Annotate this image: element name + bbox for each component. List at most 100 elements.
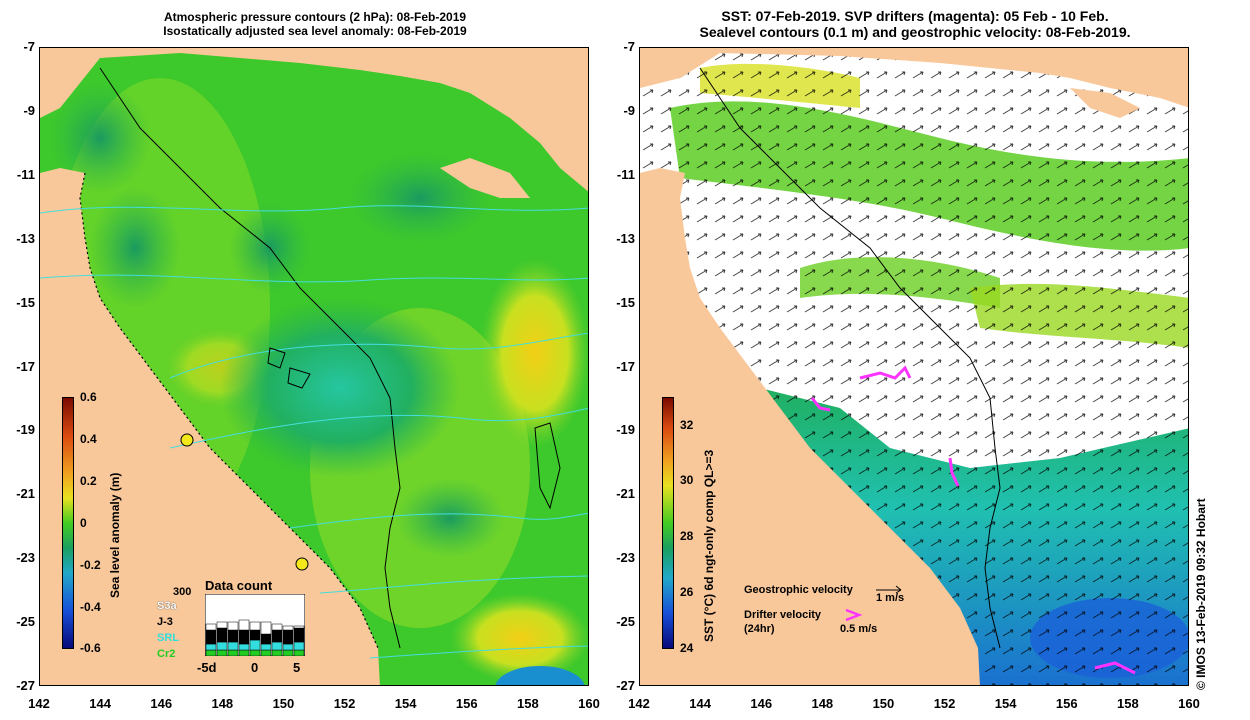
geo-velocity-scale: 1 m/s [876,592,905,604]
data-count-bar [227,621,239,631]
left-lon-tick: 158 [517,696,539,711]
data-count-bar [271,623,283,631]
sst-colorbar [662,397,674,649]
dc-tick-1: 0 [251,660,259,675]
right-map-title: SST: 07-Feb-2019. SVP drifters (magenta)… [640,8,1190,40]
right-title-line2: Sealevel contours (0.1 m) and geostrophi… [699,24,1131,40]
data-count-bar [271,641,283,651]
sst-tick-3: 26 [680,585,694,599]
sst-australia-land [640,168,980,685]
mission-srl: SRL [157,632,179,644]
right-lon-tick: 142 [628,696,650,711]
data-count-bar [249,621,261,631]
dc-tick-0: -5d [197,660,217,675]
sla-tick-3: 0 [80,516,87,530]
data-count-bar [271,629,283,643]
left-title-line2: Isostatically adjusted sea level anomaly… [163,24,467,38]
sst-map-canvas [640,48,1188,685]
geo-velocity-arrow [876,585,902,594]
sla-tick-0: 0.6 [80,390,97,404]
sla-low-anomaly [220,298,460,478]
data-count-bar [260,649,272,656]
drifter-velocity-period: (24hr) [744,623,775,635]
left-lon-tick: 146 [150,696,173,711]
data-count-bar [260,633,272,645]
data-count-max: 300 [173,586,192,598]
data-count-bar [205,649,217,656]
left-lon-tick: 142 [28,696,50,711]
data-count-bar [293,649,305,656]
right-lat-tick: -13 [616,230,635,246]
data-count-box: Data count 300 S3a J-3 SRL Cr2 -5d 0 5 [155,578,315,678]
left-map-title: Atmospheric pressure contours (2 hPa): 0… [40,10,590,38]
data-count-bar [216,627,228,643]
left-lat-tick: -9 [23,102,35,118]
right-lat-tick: -19 [616,422,635,438]
right-lat-tick: -7 [623,39,635,54]
sst-tick-2: 28 [680,529,694,543]
png-land [40,48,588,192]
data-count-bar [271,649,283,656]
left-lat-tick: -27 [16,678,35,693]
right-lat-tick: -15 [616,294,635,310]
data-count-bar [260,621,272,635]
drifter-velocity-scale: 0.5 m/s [840,623,878,635]
data-count-bar [227,649,239,656]
data-count-bar [205,629,217,645]
data-count-bar [282,649,294,656]
left-title-line1: Atmospheric pressure contours (2 hPa): 0… [163,10,467,24]
sst-tick-4: 24 [680,641,694,655]
sla-tick-1: 0.4 [80,432,97,446]
right-lat-tick: -9 [623,102,635,118]
sst-map [639,47,1189,686]
right-lat-tick: -27 [616,678,635,693]
drifter-velocity-arrow [845,608,863,622]
data-count-bar [293,625,305,629]
data-count-bar [238,629,250,645]
sst-png-land [640,48,1188,108]
sst-tick-0: 32 [680,418,694,432]
data-count-bar [249,629,261,641]
geo-velocity-label: Geostrophic velocity [744,584,853,596]
right-lat-tick: -25 [616,614,635,630]
sla-tick-4: -0.2 [80,558,101,572]
left-lat-tick: -7 [23,39,35,54]
mission-cr2: Cr2 [157,648,176,660]
data-count-bar [282,643,294,651]
right-lon-tick: 148 [811,696,834,711]
sla-colorbar-label: Sea level anomaly (m) [108,472,122,598]
data-count-bar [238,643,250,651]
data-count-bar [293,641,305,651]
data-count-bar [216,649,228,656]
right-lat-tick: -21 [616,486,635,502]
dc-tick-2: 5 [293,660,301,675]
data-count-bar [249,649,261,656]
data-count-bar [205,623,217,631]
left-lon-tick: 144 [89,696,111,711]
right-lat-tick: -11 [616,166,635,182]
left-lon-tick: 148 [211,696,234,711]
left-lat-tick: -13 [16,230,35,246]
data-count-bar [205,643,217,651]
sla-high-anomaly [480,258,588,448]
left-lat-tick: -23 [16,550,35,566]
sla-colorbar [62,397,74,649]
right-lat-tick: -23 [616,550,635,566]
right-lon-tick: 150 [872,696,895,711]
data-count-bar [282,625,294,631]
data-count-title: Data count [205,578,273,593]
data-count-bar [260,643,272,651]
sla-tick-5: -0.4 [80,600,101,614]
left-lat-tick: -17 [16,358,35,374]
data-count-bar [238,649,250,656]
mission-s3a: S3a [157,600,177,612]
right-lon-tick: 144 [689,696,711,711]
data-count-bars [205,594,305,656]
data-count-bar [216,621,228,629]
left-lat-tick: -11 [16,166,35,182]
right-lon-tick: 156 [1055,696,1078,711]
right-lon-tick: 160 [1178,696,1200,711]
right-lon-tick: 146 [750,696,773,711]
australia-land [40,168,380,685]
data-count-bar [282,629,294,645]
